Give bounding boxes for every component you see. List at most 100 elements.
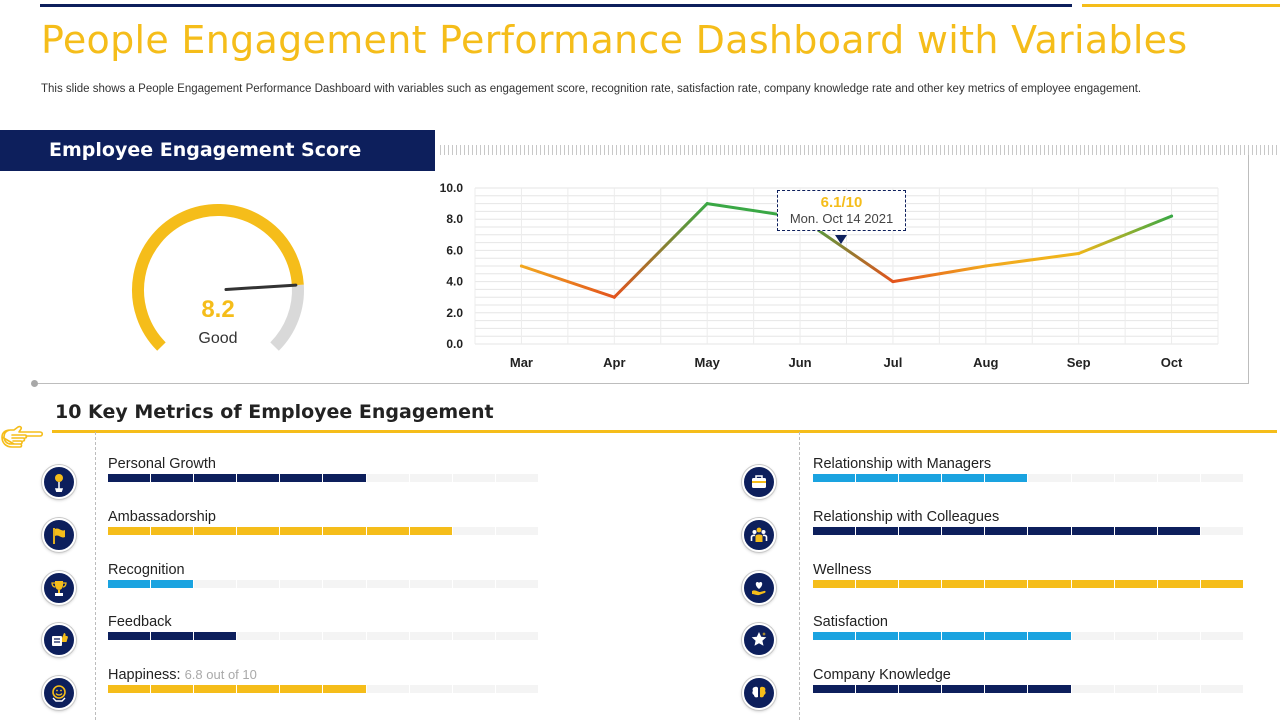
metric-label-text: Satisfaction (813, 614, 888, 631)
metric-bar-segment-filled (813, 685, 856, 694)
metric-bar-segment-filled (194, 632, 237, 641)
metric-bar-wellness (813, 579, 1243, 588)
metric-bar-segment-empty (1071, 685, 1114, 694)
metric-bar-segment-filled (813, 526, 856, 535)
metric-bar-happiness (108, 685, 538, 694)
metric-bar-segment-filled (1028, 526, 1071, 535)
metric-bar-segment-filled (108, 685, 151, 694)
metric-bar-segment-filled (280, 526, 323, 535)
metric-bar-segment-filled (899, 632, 942, 641)
metric-label-feedback: Feedback (108, 614, 172, 630)
metric-bar-segment-empty (323, 632, 366, 641)
metric-bar-segment-filled (1114, 579, 1157, 588)
y-tick-label: 10.0 (440, 181, 464, 195)
x-tick-label: Jul (884, 355, 903, 370)
metric-bar-segment-filled (942, 685, 985, 694)
tooltip-date: Mon. Oct 14 2021 (789, 211, 894, 226)
metric-label-text: Recognition (108, 561, 185, 578)
metric-bar-ambassadorship (108, 526, 538, 535)
metric-bar-segment-filled (1157, 579, 1200, 588)
top-rule-navy (40, 4, 1072, 7)
gauge-needle (224, 283, 298, 291)
metric-bar-segment-filled (108, 579, 151, 588)
metric-bar-segment-filled (899, 579, 942, 588)
y-tick-label: 6.0 (446, 243, 463, 257)
metric-bar-relationship-with-managers (813, 474, 1243, 482)
metric-label-text: Relationship with Managers (813, 456, 992, 472)
y-tick-label: 0.0 (446, 337, 463, 351)
metric-bar-segment-empty (1157, 685, 1200, 694)
metric-bar-segment-filled (1028, 632, 1071, 641)
metric-bar-segment-empty (280, 579, 323, 588)
metric-label-recognition: Recognition (108, 562, 185, 578)
metric-bar-segment-filled (237, 474, 280, 482)
center-column-divider (799, 432, 800, 720)
metric-bar-satisfaction (813, 632, 1243, 641)
x-tick-label: May (695, 355, 721, 370)
x-tick-label: Aug (973, 355, 998, 370)
x-tick-label: Apr (603, 355, 625, 370)
metric-label-personal-growth: Personal Growth (108, 456, 216, 472)
metric-label-ambassadorship: Ambassadorship (108, 509, 216, 525)
series-point (1077, 252, 1081, 256)
metric-bar-segment-filled (151, 474, 194, 482)
series-line-segment (1077, 214, 1174, 256)
panel-frame-dot (31, 380, 38, 387)
money-plant-icon (42, 465, 76, 499)
metric-bar-segment-empty (366, 474, 409, 482)
metric-bar-segment-filled (108, 474, 151, 482)
metric-label-text: Wellness (813, 561, 872, 578)
metric-bar-segment-filled (366, 526, 409, 535)
metric-bar-segment-empty (452, 474, 495, 482)
metric-bar-segment-empty (452, 685, 495, 694)
metric-bar-recognition (108, 579, 538, 588)
metric-label-text: Ambassadorship (108, 508, 216, 525)
metric-bar-segment-filled (323, 474, 366, 482)
metric-bar-segment-filled (323, 526, 366, 535)
metric-bar-segment-filled (1114, 526, 1157, 535)
metric-bar-segment-filled (942, 474, 985, 482)
series-line-segment (984, 252, 1081, 268)
metric-bar-segment-filled (1028, 685, 1071, 694)
gauge-track (270, 284, 304, 351)
metric-bar-relationship-with-colleagues (813, 526, 1243, 535)
chart-grid (474, 187, 1219, 345)
hatch-divider (440, 145, 1280, 155)
feedback-thumbs-up-icon (42, 623, 76, 658)
tooltip-value: 6.1/10 (820, 194, 863, 211)
metric-bar-segment-empty (495, 526, 538, 535)
metric-bar-segment-empty (409, 579, 452, 588)
happy-face-icon (42, 676, 76, 711)
metric-label-text: Company Knowledge (813, 667, 951, 684)
metric-bar-segment-empty (366, 685, 409, 694)
metric-bar-segment-filled (108, 526, 151, 535)
metric-bar-segment-empty (495, 685, 538, 694)
metric-label-happiness: Happiness: 6.8 out of 10 (108, 667, 257, 683)
metric-bar-segment-empty (1071, 632, 1114, 641)
engagement-gauge (132, 204, 304, 351)
metric-bar-segment-empty (409, 632, 452, 641)
metric-bar-segment-filled (151, 685, 194, 694)
metric-bar-company-knowledge (813, 685, 1243, 694)
x-tick-label: Sep (1067, 355, 1091, 370)
metric-bar-segment-filled (1200, 579, 1243, 588)
page-title: People Engagement Performance Dashboard … (41, 18, 1188, 62)
metric-bar-segment-empty (1071, 474, 1114, 482)
metric-label-wellness: Wellness (813, 562, 872, 578)
metric-bar-segment-empty (366, 579, 409, 588)
metric-label-relationship-with-managers: Relationship with Managers (813, 456, 991, 472)
metric-bar-segment-filled (856, 579, 899, 588)
metric-bar-personal-growth (108, 474, 538, 482)
metric-bar-feedback (108, 632, 538, 641)
metric-bar-segment-empty (452, 632, 495, 641)
metric-bar-segment-filled (942, 526, 985, 535)
metric-bar-segment-empty (452, 526, 495, 535)
gauge-fill (132, 204, 304, 351)
metric-bar-segment-empty (1114, 632, 1157, 641)
metric-label-text: Personal Growth (108, 456, 216, 472)
metric-bar-segment-filled (194, 685, 237, 694)
metric-label-text: Happiness: (108, 667, 181, 684)
engagement-score-value: 8.2 (201, 296, 235, 323)
y-tick-label: 2.0 (446, 306, 463, 320)
series-point (519, 264, 523, 268)
